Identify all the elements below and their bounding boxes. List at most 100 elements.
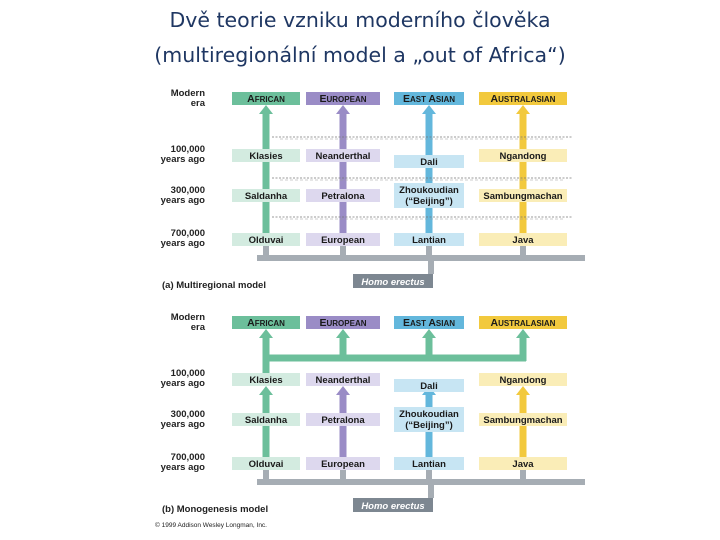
panel-b-fossil-box-east-asian: [394, 407, 464, 432]
panel-a-homo-erectus-label: Homo erectus: [361, 277, 424, 288]
panel-b-zhoukoudian-note: (“Beijing”): [405, 420, 453, 431]
panel-a-fossil-label: Klasies: [249, 151, 282, 162]
panel-b-fossil-label: Dali: [420, 381, 437, 392]
panel-a-header-east-asian: [394, 92, 464, 105]
panel-b-header-european: [306, 316, 380, 329]
panel-a-fossil-label: Saldanha: [245, 191, 288, 202]
panel-b-fossil-label: Olduvai: [249, 459, 284, 470]
panel-a-era-label: 100,000: [171, 144, 205, 155]
panel-a-fossil-box-african: [232, 189, 300, 202]
panel-b-fossil-label: Ngandong: [500, 375, 547, 386]
panel-a-fossil-box-east-asian: [394, 233, 464, 246]
panel-b-era-label: 300,000: [171, 409, 205, 420]
slide-title-line-2: (multiregionální model a „out of Africa“…: [154, 43, 566, 67]
panel-b-lineage-arrow-european-head: [336, 386, 350, 395]
panel-a-header-label-australasian: AUSTRALASIAN: [491, 93, 556, 105]
panel-b-modern-arrow-east-asian-head: [422, 329, 436, 338]
panel-b-fossil-label: Java: [512, 459, 534, 470]
panel-b-fossil-label: Klasies: [249, 375, 282, 386]
panel-a-fossil-box-european: [306, 233, 380, 246]
panel-a-fossil-box-african: [232, 233, 300, 246]
panel-a-fossil-label: Sambungmachan: [483, 191, 562, 202]
panel-a-fossil-box-european: [306, 149, 380, 162]
panel-b-fossil-box-african: [232, 413, 300, 426]
panel-a-lineage-arrow-african-head: [259, 105, 273, 114]
panel-a-fossil-label: Zhoukoudian: [399, 185, 459, 196]
panel-b-era-label: 700,000: [171, 452, 205, 463]
panel-b-modern-arrow-australasian-head: [516, 329, 530, 338]
panel-b-fossil-box-european: [306, 373, 380, 386]
panel-a-era-label: years ago: [161, 154, 206, 165]
panel-a-header-australasian: [479, 92, 567, 105]
panel-b-era-label: Modern: [171, 312, 206, 323]
panel-a-fossil-label: Neanderthal: [316, 151, 371, 162]
panel-a-fossil-label: European: [321, 235, 365, 246]
panel-a-era-label: years ago: [161, 238, 206, 249]
panel-a-fossil-box-australasian: [479, 233, 567, 246]
panel-a-era-label: era: [191, 98, 206, 109]
panel-b-fossil-label: Saldanha: [245, 415, 288, 426]
copyright-notice: © 1999 Addison Wesley Longman, Inc.: [155, 521, 267, 529]
panel-a-header-african: [232, 92, 300, 105]
panel-b-fossil-box-australasian: [479, 457, 567, 470]
panel-a-caption: (a) Multiregional model: [162, 280, 266, 291]
panel-b-fossil-label: European: [321, 459, 365, 470]
panel-b-fossil-box-european: [306, 457, 380, 470]
panel-b-fossil-box-african: [232, 457, 300, 470]
panel-a-header-label-african: AFRICAN: [247, 93, 285, 105]
panel-a-fossil-box-east-asian: [394, 155, 464, 168]
panel-b-fossil-box-east-asian: [394, 379, 464, 392]
panel-a-fossil-label: Petralona: [321, 191, 365, 202]
panel-b-header-east-asian: [394, 316, 464, 329]
panel-b-fossil-label: Petralona: [321, 415, 365, 426]
panel-a-era-label: Modern: [171, 88, 206, 99]
panel-a-lineage-arrow-australasian-head: [516, 105, 530, 114]
panel-b-fossil-box-australasian: [479, 373, 567, 386]
panel-b-modern-arrow-african-head: [259, 329, 273, 338]
panel-b-homo-erectus-box: [353, 498, 433, 512]
panel-b-fossil-box-east-asian: [394, 457, 464, 470]
panel-b-era-label: years ago: [161, 378, 206, 389]
panel-b-header-label-east-asian: EAST ASIAN: [403, 317, 455, 329]
panel-b-era-label: 100,000: [171, 368, 205, 379]
panel-b-modern-arrow-european-head: [336, 329, 350, 338]
panel-a-fossil-box-east-asian: [394, 183, 464, 208]
panel-b-header-label-african: AFRICAN: [247, 317, 285, 329]
panel-a-fossil-box-australasian: [479, 149, 567, 162]
panel-a-fossil-label: Ngandong: [500, 151, 547, 162]
panel-a-fossil-label: Lantian: [412, 235, 446, 246]
panel-b-era-label: years ago: [161, 419, 206, 430]
panel-a-fossil-label: Olduvai: [249, 235, 284, 246]
panel-a-fossil-box-european: [306, 189, 380, 202]
panel-b-fossil-box-african: [232, 373, 300, 386]
panel-b-lineage-arrow-african-head: [259, 386, 273, 395]
panel-b-header-label-australasian: AUSTRALASIAN: [491, 317, 556, 329]
panel-a-fossil-label: Java: [512, 235, 534, 246]
panel-a-era-label: 700,000: [171, 228, 205, 239]
panel-b-fossil-label: Sambungmachan: [483, 415, 562, 426]
panel-b-header-label-european: EUROPEAN: [319, 317, 366, 329]
panel-b-fossil-box-european: [306, 413, 380, 426]
panel-a-header-label-european: EUROPEAN: [319, 93, 366, 105]
panel-b-fossil-label: Lantian: [412, 459, 446, 470]
panel-a-fossil-box-african: [232, 149, 300, 162]
panel-b-era-label: era: [191, 322, 206, 333]
panel-a-lineage-arrow-european-head: [336, 105, 350, 114]
panel-a-fossil-box-australasian: [479, 189, 567, 202]
panel-b-homo-erectus-label: Homo erectus: [361, 501, 424, 512]
panel-b-fossil-label: Neanderthal: [316, 375, 371, 386]
panel-b-header-african: [232, 316, 300, 329]
slide-title-line-1: Dvě teorie vzniku moderního člověka: [169, 8, 551, 32]
panel-b-caption: (b) Monogenesis model: [162, 504, 268, 515]
panel-b-header-australasian: [479, 316, 567, 329]
panel-a-zhoukoudian-note: (“Beijing”): [405, 196, 453, 207]
panel-a-lineage-arrow-east-asian-head: [422, 105, 436, 114]
panel-a-header-label-east-asian: EAST ASIAN: [403, 93, 455, 105]
panel-b-fossil-box-australasian: [479, 413, 567, 426]
panel-a-homo-erectus-box: [353, 274, 433, 288]
panel-b-era-label: years ago: [161, 462, 206, 473]
panel-a-era-label: 300,000: [171, 185, 205, 196]
panel-b-fossil-label: Zhoukoudian: [399, 409, 459, 420]
panel-b-lineage-arrow-australasian-head: [516, 386, 530, 395]
